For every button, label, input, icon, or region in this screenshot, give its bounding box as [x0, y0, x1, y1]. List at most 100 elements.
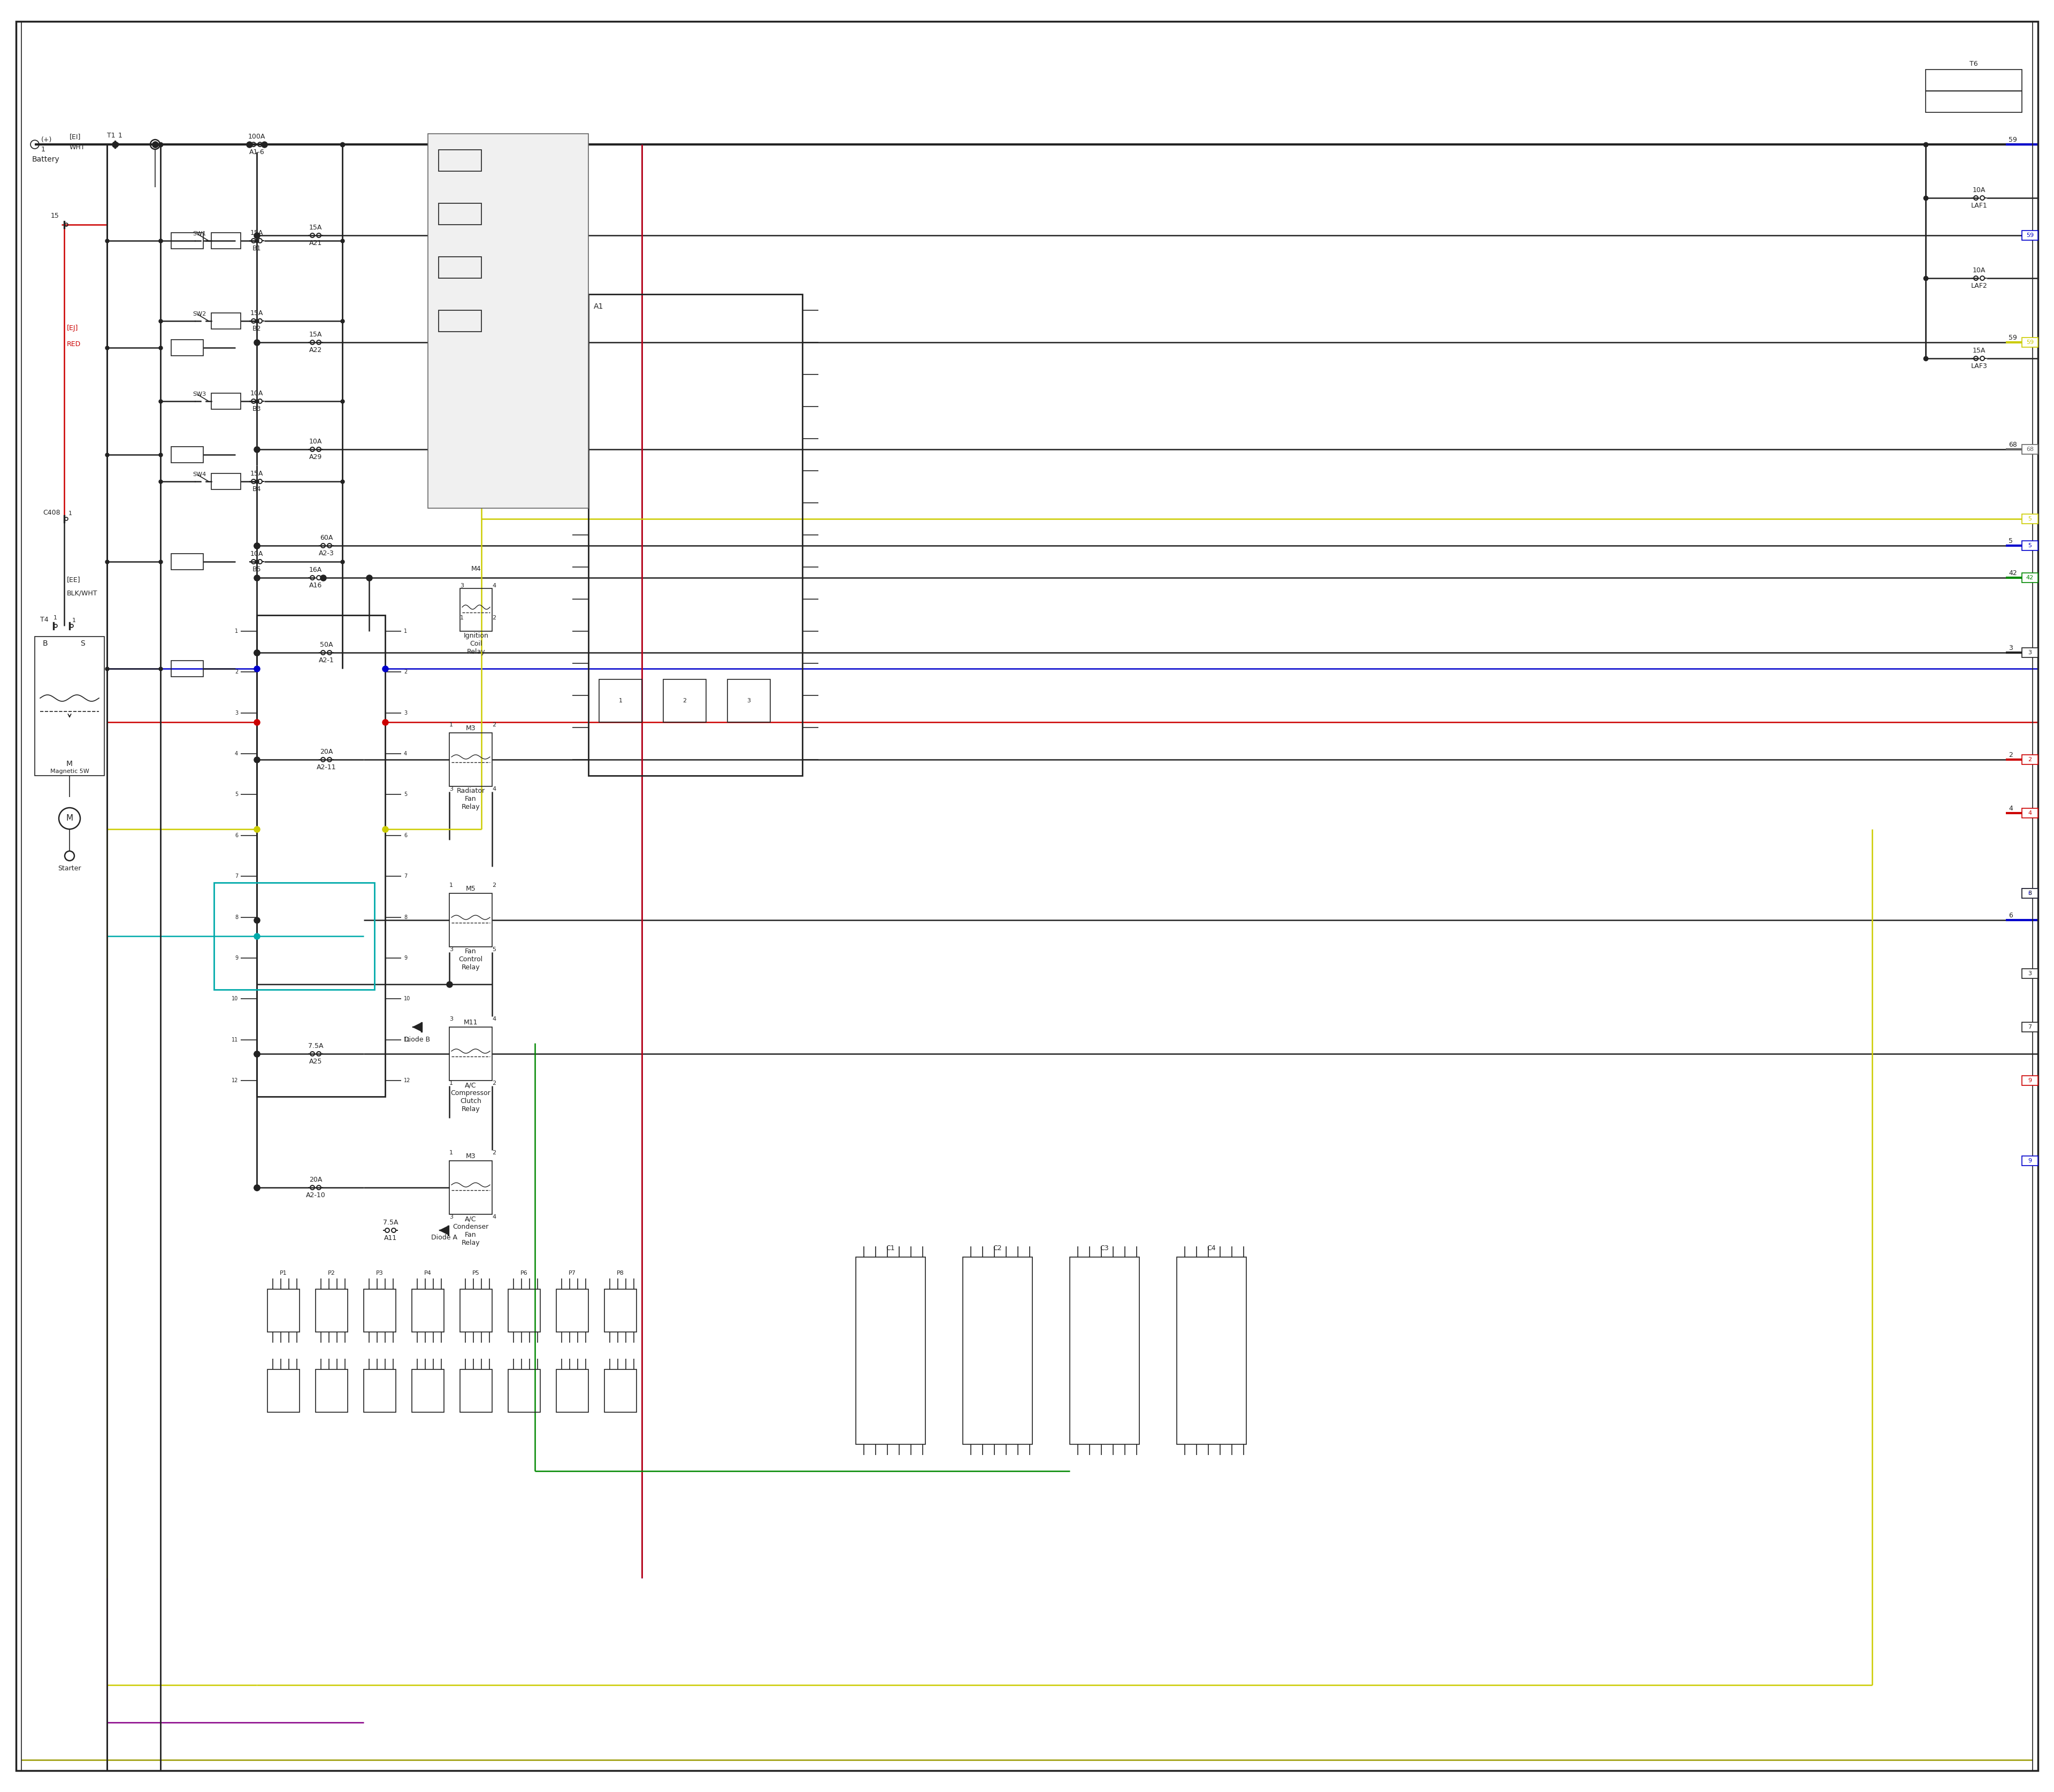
Text: 8: 8	[234, 914, 238, 919]
Text: 2: 2	[234, 670, 238, 676]
Bar	[2021, 337, 2038, 348]
Bar	[267, 1369, 300, 1412]
Text: B2: B2	[253, 324, 261, 332]
Text: T6: T6	[1970, 61, 1978, 68]
Text: 20A: 20A	[308, 1176, 322, 1183]
Text: 1: 1	[41, 145, 45, 152]
Text: Radiator
Fan
Relay: Radiator Fan Relay	[456, 787, 485, 810]
Text: 9: 9	[234, 955, 238, 961]
Text: 68: 68	[2025, 446, 2033, 452]
Bar	[1177, 1256, 1247, 1444]
Text: 5: 5	[493, 946, 495, 952]
Bar	[604, 1288, 637, 1331]
Text: 10: 10	[405, 996, 411, 1002]
Text: B3: B3	[253, 405, 261, 412]
Text: A2-10: A2-10	[306, 1192, 325, 1199]
Text: B4: B4	[253, 486, 261, 493]
Text: P3: P3	[376, 1271, 384, 1276]
Text: B: B	[43, 640, 47, 647]
Bar	[963, 1256, 1033, 1444]
Text: 12: 12	[405, 1077, 411, 1082]
Text: 1: 1	[618, 699, 622, 704]
Text: 15A: 15A	[308, 332, 322, 339]
Bar	[2021, 444, 2038, 453]
Text: 5: 5	[405, 792, 407, 797]
Text: P6: P6	[520, 1271, 528, 1276]
Bar	[663, 679, 707, 722]
Bar	[212, 473, 240, 489]
Text: 5: 5	[2009, 538, 2013, 545]
Bar	[507, 1288, 540, 1331]
Text: 9: 9	[2027, 1077, 2031, 1082]
Bar	[440, 151, 481, 172]
Bar	[364, 1288, 396, 1331]
Text: WHT: WHT	[70, 143, 86, 151]
Bar	[267, 1288, 300, 1331]
Bar	[460, 1288, 493, 1331]
Text: 20A: 20A	[320, 749, 333, 754]
Text: C1: C1	[885, 1245, 896, 1253]
Text: 3: 3	[2027, 891, 2031, 896]
Text: 10: 10	[232, 996, 238, 1002]
Bar	[604, 1369, 637, 1412]
Text: 42: 42	[2025, 575, 2033, 581]
Bar	[507, 1369, 540, 1412]
Bar	[2021, 889, 2038, 898]
Text: 7: 7	[405, 874, 407, 880]
Text: 10A: 10A	[1972, 267, 1986, 274]
Bar	[427, 134, 587, 509]
Text: 3: 3	[450, 946, 454, 952]
Text: 4: 4	[405, 751, 407, 756]
Bar	[450, 894, 493, 946]
Text: M3: M3	[466, 1152, 477, 1159]
Bar	[2021, 231, 2038, 240]
Text: C2: C2	[994, 1245, 1002, 1253]
Bar	[2021, 969, 2038, 978]
Text: T4: T4	[41, 616, 49, 624]
Text: 59: 59	[2009, 335, 2017, 340]
Text: A/C
Compressor
Clutch
Relay: A/C Compressor Clutch Relay	[450, 1082, 491, 1113]
Text: 59: 59	[2025, 340, 2033, 346]
Text: 60A: 60A	[320, 534, 333, 541]
Bar	[2021, 514, 2038, 523]
Bar	[440, 256, 481, 278]
Text: 6: 6	[2027, 891, 2031, 896]
Text: 8: 8	[405, 914, 407, 919]
Bar	[316, 1369, 347, 1412]
Bar	[212, 233, 240, 249]
Bar	[2021, 573, 2038, 582]
Text: SW1: SW1	[193, 231, 205, 237]
Text: SW4: SW4	[193, 471, 205, 477]
Text: 1: 1	[234, 629, 238, 634]
Text: 3: 3	[748, 699, 750, 704]
Text: 3: 3	[2027, 971, 2031, 977]
Text: LAF1: LAF1	[1972, 202, 1988, 210]
Bar	[1927, 70, 2021, 113]
Text: 15A: 15A	[308, 224, 322, 231]
Text: 15A: 15A	[1972, 348, 1986, 355]
Bar	[587, 294, 803, 776]
Text: M3: M3	[466, 724, 477, 731]
Text: 1: 1	[119, 133, 123, 140]
Text: 3: 3	[2009, 645, 2013, 652]
Bar	[2021, 1075, 2038, 1086]
Text: 5: 5	[2027, 543, 2031, 548]
Text: A/C
Condenser
Fan
Relay: A/C Condenser Fan Relay	[452, 1215, 489, 1247]
Text: A11: A11	[384, 1235, 396, 1242]
Text: T1: T1	[107, 133, 115, 140]
Text: [EI]: [EI]	[70, 133, 80, 140]
Text: B1: B1	[253, 246, 261, 253]
Bar	[212, 314, 240, 330]
Text: 10A: 10A	[251, 550, 263, 557]
Bar	[364, 1369, 396, 1412]
Bar	[450, 1027, 493, 1081]
Text: 2: 2	[493, 1081, 495, 1086]
Text: A29: A29	[308, 453, 322, 461]
Text: 3: 3	[450, 1215, 454, 1220]
Bar	[170, 661, 203, 677]
Text: 42: 42	[2009, 570, 2017, 577]
Text: 9: 9	[405, 955, 407, 961]
Text: BLK/WHT: BLK/WHT	[68, 590, 99, 597]
Text: 12: 12	[232, 1077, 238, 1082]
Text: 3: 3	[2027, 650, 2031, 656]
